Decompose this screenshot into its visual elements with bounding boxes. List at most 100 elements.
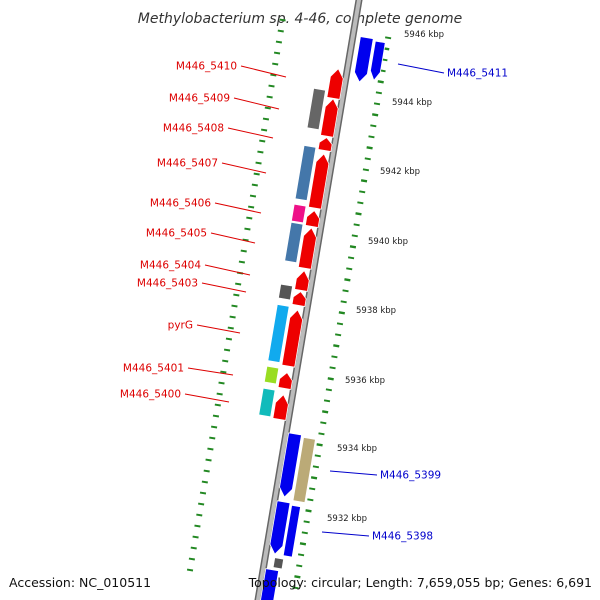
leader-pyrg [196,324,241,334]
ruler-tick [235,282,242,286]
label-m446_5410: M446_5410 [176,61,237,73]
ruler-tick [212,414,220,418]
ruler-tick [194,524,201,528]
ruler-tick [275,40,283,44]
genome-backbone [254,0,363,600]
label-m446_5406: M446_5406 [150,198,211,210]
ruler-tick [360,179,368,183]
gene-m446-5411 [354,36,374,83]
ruler-tick [255,161,262,165]
ruler-tick [246,216,253,220]
ruler-tick [325,388,332,392]
ruler-tick [190,546,197,550]
ruler-tick [336,322,344,326]
gene-m446-5408-shape [317,137,333,152]
ruler-labels: 5946 kbp 5944 kbp 5942 kbp 5940 kbp 5938 kbp… [327,30,444,524]
ruler-tick [192,535,199,539]
ruler-ticks [186,18,392,590]
gene-bottom-shape [260,568,280,600]
gene-m446-5399-a [279,432,302,498]
leader-m446_5406 [214,202,262,214]
gene-m446-5406 [304,210,321,228]
leader-m446_5404 [204,264,251,276]
ruler-tick [364,157,371,161]
accession-text: Accession: NC_010511 [9,575,151,590]
leader-m446_5403 [201,282,247,293]
gene-m446-5407 [307,153,330,210]
gene-m446-5400 [272,394,289,421]
ruler-tick [346,267,353,271]
ruler-tick [320,421,327,425]
ruler-tick [223,348,231,352]
ruler-tick [266,95,273,99]
ruler-tick [216,392,223,396]
ruler-tick [264,106,271,110]
ruler-tick [316,443,323,447]
ruler-tick [273,51,281,55]
ruler-tick [249,194,257,198]
ruler-tick [201,480,208,484]
gene-m446-5404-shape [294,269,310,292]
ruler-tick [318,432,325,436]
ruler-tick [207,447,214,451]
ruler-tick [375,91,382,95]
ruler-tick [198,502,205,506]
ruler-tick [233,293,240,297]
gene-m446-5411-shape [354,36,374,83]
gene-feature-small [272,557,285,570]
label-pyrg: pyrG [168,320,193,332]
gene-feature-cyan-shape [267,303,290,364]
gene-m446-5398-a-shape [269,500,291,555]
gene-pyrg-shape [281,309,304,368]
gene-feature-steelblue-shape [294,144,317,202]
ruler-tick [257,150,264,154]
ruler-tick [272,62,279,66]
ruler-tick [238,260,245,264]
gene-m446-5408 [317,137,333,152]
gene-feature-teal-shape [258,387,276,418]
backbone-core [255,0,362,600]
ruler-tick [227,326,234,330]
leader-m446_5398 [321,531,370,537]
ruler-tick [349,245,357,249]
ruler-tick [335,333,342,337]
ruler-tick [368,135,375,139]
topology-text: Topology: circular; Length: 7,659,055 bp… [248,575,592,590]
gene-m446-5410 [326,68,344,100]
label-m446_5409: M446_5409 [169,93,230,105]
ruler-tick [303,520,310,524]
gene-feature-green [263,365,280,385]
ruler-tick [268,84,275,88]
ruler-tick [260,128,268,132]
ruler-tick [279,18,286,22]
leader-m446_5405 [210,232,256,244]
gene-m446-5406-shape [304,210,321,228]
gene-bottom [260,568,280,600]
ruler-tick [205,458,212,462]
ruler-tick [353,223,360,227]
ruler-tick [347,256,355,260]
ruler-tick [297,553,305,557]
gene-m446-5401-shape [277,372,293,390]
leader-m446_5400 [184,393,230,403]
gene-feature-steelblue [284,221,304,264]
ruler-label: 5932 kbp [327,514,367,524]
leader-m446_5410 [240,65,287,78]
ruler-tick [240,249,247,253]
ruler-tick [372,113,379,117]
ruler-tick [329,366,336,370]
ruler-tick [359,190,366,194]
ruler-tick [366,146,373,150]
ruler-tick [327,377,334,381]
gene-m446-5398 [282,504,302,558]
ruler-tick [231,304,238,308]
ruler-label: 5942 kbp [380,167,420,177]
leader-m446_5399 [329,470,378,476]
ruler-tick [253,172,260,176]
ruler-tick [277,29,284,33]
gene-feature-teal [258,387,276,418]
gene-m446-5411b-shape [370,40,386,82]
ruler-tick [214,403,221,407]
ruler-tick [218,381,225,385]
label-m446_5403: M446_5403 [137,278,198,290]
